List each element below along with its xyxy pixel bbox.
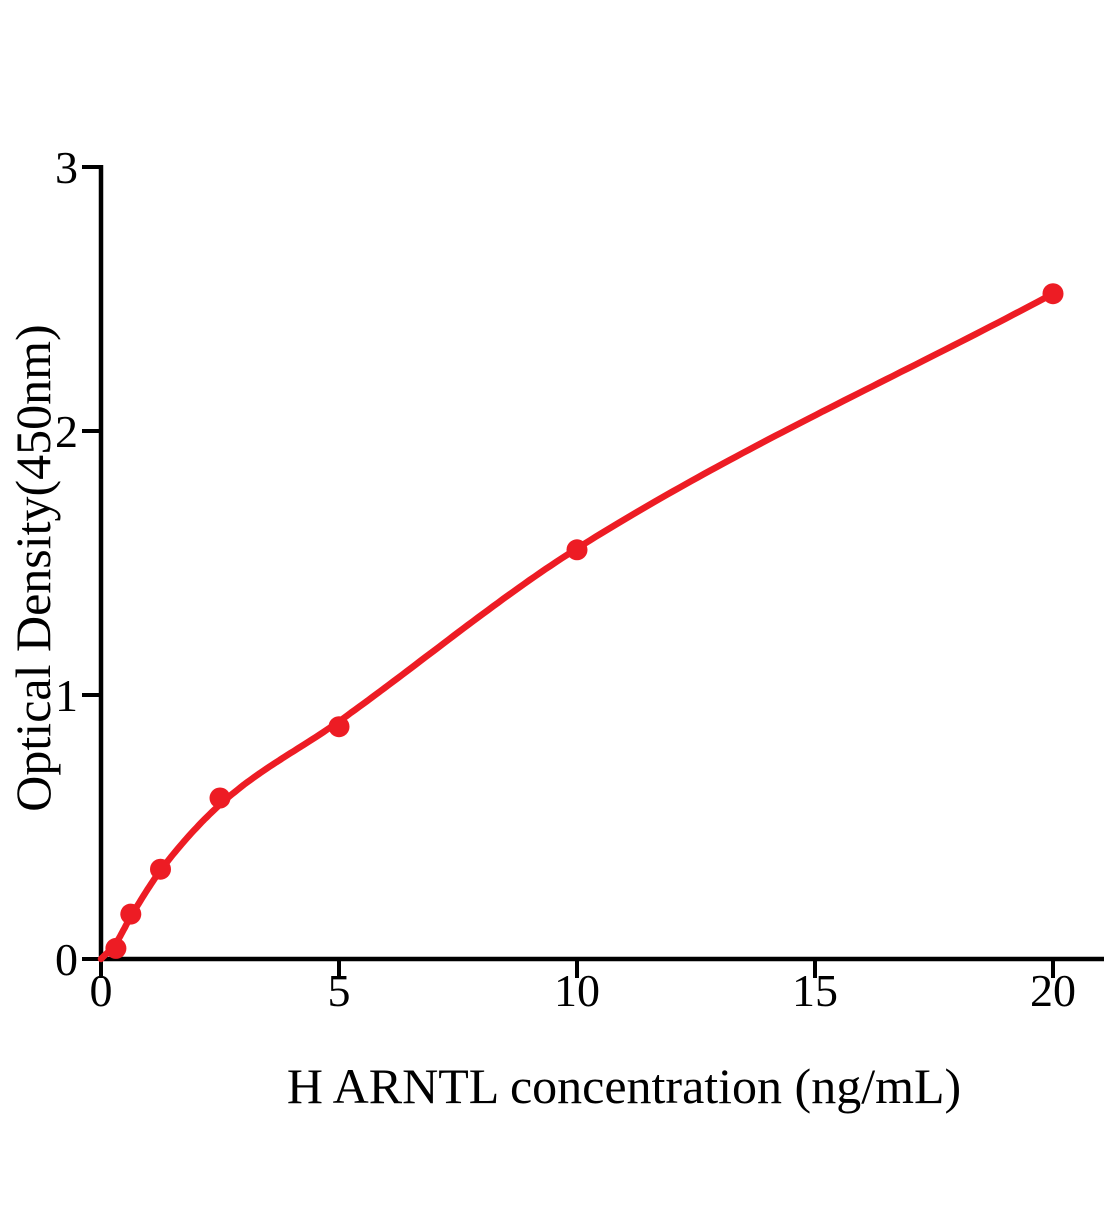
x-tick-label: 0 — [90, 965, 113, 1016]
data-point — [566, 539, 588, 561]
data-point — [120, 903, 142, 925]
x-tick-label: 20 — [1030, 965, 1076, 1016]
data-point — [150, 858, 171, 880]
data-point — [1042, 283, 1064, 305]
y-axis-ticks — [82, 165, 101, 961]
data-point — [209, 787, 231, 809]
data-point — [328, 716, 350, 738]
y-axis-title: Optical Density(450nm) — [5, 324, 61, 811]
data-points — [105, 283, 1064, 959]
x-axis-tick-labels: 0 5 10 15 20 — [90, 965, 1077, 1016]
y-axis-tick-labels: 0 1 2 3 — [55, 142, 78, 985]
axes — [98, 165, 1104, 962]
y-tick-label: 2 — [55, 406, 78, 457]
x-tick-label: 10 — [554, 965, 600, 1016]
x-tick-label: 15 — [792, 965, 838, 1016]
data-point — [105, 937, 127, 959]
fit-curve — [97, 290, 1057, 963]
y-tick-label: 1 — [55, 670, 78, 721]
x-tick-label: 5 — [328, 965, 351, 1016]
x-axis-title: H ARNTL concentration (ng/mL) — [287, 1058, 961, 1114]
y-tick-label: 0 — [55, 934, 78, 985]
y-tick-label: 3 — [55, 142, 78, 193]
